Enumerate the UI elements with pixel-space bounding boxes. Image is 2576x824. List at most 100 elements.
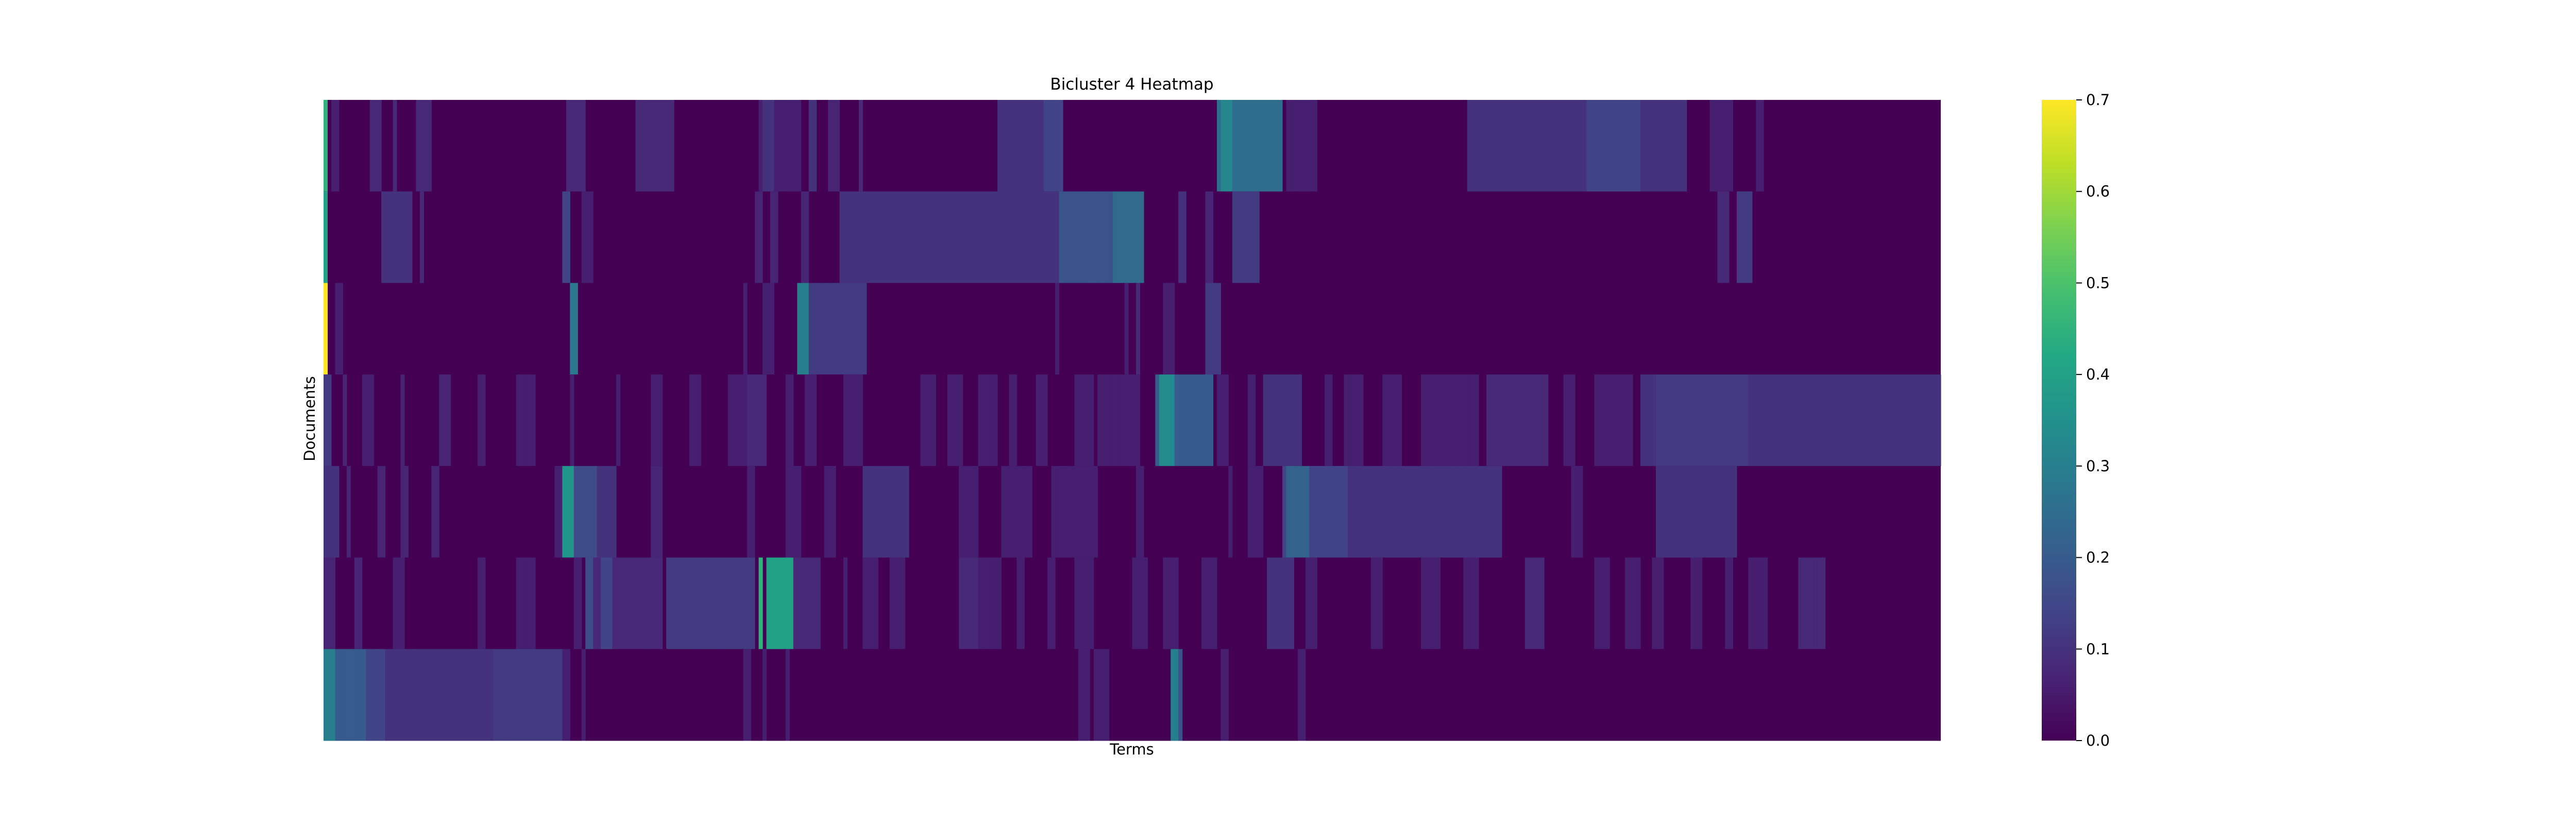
heatmap-cell xyxy=(1467,466,1471,558)
heatmap-cell xyxy=(558,649,563,741)
heatmap-cell xyxy=(1829,374,1834,467)
heatmap-cell xyxy=(1093,191,1098,283)
heatmap-cell xyxy=(962,466,967,558)
heatmap-cell xyxy=(1794,374,1799,467)
heatmap-cell xyxy=(1463,374,1468,467)
heatmap-cell xyxy=(1505,100,1510,192)
heatmap-cell xyxy=(1655,466,1660,558)
heatmap-cell xyxy=(324,466,328,558)
heatmap-cell xyxy=(1247,100,1252,192)
heatmap-cell xyxy=(520,649,524,741)
heatmap-cell xyxy=(1667,374,1672,467)
heatmap-cell xyxy=(1062,466,1067,558)
heatmap-cell xyxy=(689,557,694,649)
heatmap-cell xyxy=(1375,557,1379,649)
heatmap-cell xyxy=(1910,374,1914,467)
heatmap-cell xyxy=(832,100,836,192)
heatmap-cell xyxy=(1698,374,1703,467)
heatmap-cell xyxy=(1359,466,1364,558)
heatmap-cell xyxy=(870,557,875,649)
heatmap-cell xyxy=(974,466,979,558)
heatmap-cell xyxy=(1128,191,1133,283)
heatmap-cell xyxy=(1459,466,1464,558)
heatmap-cell xyxy=(1671,374,1675,467)
heatmap-cell xyxy=(331,649,336,741)
heatmap-cell xyxy=(1536,374,1541,467)
heatmap-cell xyxy=(1359,374,1364,467)
heatmap-cell xyxy=(412,649,416,741)
heatmap-cell xyxy=(897,466,902,558)
heatmap-cell xyxy=(635,557,640,649)
heatmap-cell xyxy=(1086,557,1090,649)
heatmap-cell xyxy=(1532,374,1537,467)
heatmap-cell xyxy=(720,557,724,649)
heatmap-cell xyxy=(1113,191,1117,283)
heatmap-cell xyxy=(573,466,578,558)
heatmap-cell xyxy=(862,466,867,558)
heatmap-cell xyxy=(1036,100,1040,192)
heatmap-cell xyxy=(1463,466,1468,558)
heatmap-cell xyxy=(824,466,828,558)
heatmap-cell xyxy=(1728,466,1734,558)
heatmap-cell xyxy=(774,557,778,649)
heatmap-cell xyxy=(1275,557,1279,649)
heatmap-cell xyxy=(1698,466,1703,558)
heatmap-cell xyxy=(762,374,767,467)
heatmap-cell xyxy=(1574,100,1580,192)
heatmap-cell xyxy=(643,100,648,192)
heatmap-cell xyxy=(1163,283,1167,375)
heatmap-cell xyxy=(1005,100,1009,192)
heatmap-cell xyxy=(1898,374,1903,467)
heatmap-cell xyxy=(1294,100,1298,192)
heatmap-cell xyxy=(1305,466,1310,558)
heatmap-cell xyxy=(1270,557,1275,649)
heatmap-cell xyxy=(866,191,871,283)
heatmap-cell xyxy=(393,557,397,649)
heatmap-cell xyxy=(1728,374,1734,467)
heatmap-cell xyxy=(585,466,590,558)
heatmap-cell xyxy=(1690,466,1695,558)
heatmap-cell xyxy=(1216,100,1221,192)
heatmap-cell xyxy=(377,100,382,192)
heatmap-cell xyxy=(389,191,394,283)
heatmap-cell xyxy=(366,374,370,467)
heatmap-cell xyxy=(743,374,748,467)
heatmap-cell xyxy=(1378,557,1383,649)
heatmap-cell xyxy=(408,191,413,283)
heatmap-cell xyxy=(1244,100,1248,192)
heatmap-cell xyxy=(1432,374,1437,467)
heatmap-cell xyxy=(493,649,497,741)
heatmap-cell xyxy=(878,191,883,283)
heatmap-cell xyxy=(1648,100,1653,192)
heatmap-cell xyxy=(862,191,867,283)
heatmap-cell xyxy=(1320,466,1325,558)
heatmap-cell xyxy=(978,557,982,649)
heatmap-cell xyxy=(578,557,582,649)
heatmap-cell xyxy=(1432,466,1437,558)
heatmap-cell xyxy=(1890,374,1895,467)
heatmap-cell xyxy=(843,191,848,283)
heatmap-cell xyxy=(381,649,386,741)
heatmap-cell xyxy=(812,374,817,467)
heatmap-cell xyxy=(1421,374,1426,467)
heatmap-cell xyxy=(1868,374,1872,467)
heatmap-cell xyxy=(1090,466,1094,558)
heatmap-cell xyxy=(385,649,389,741)
heatmap-cell xyxy=(1894,374,1899,467)
heatmap-cell xyxy=(1313,466,1317,558)
heatmap-cell xyxy=(570,100,574,192)
heatmap-cell xyxy=(1090,191,1094,283)
heatmap-cell xyxy=(419,191,424,283)
heatmap-cell xyxy=(1521,100,1526,192)
heatmap-cell xyxy=(1159,374,1163,467)
heatmap-cell xyxy=(955,191,959,283)
heatmap-cell xyxy=(732,374,736,467)
heatmap-cell xyxy=(1090,557,1094,649)
heatmap-cell xyxy=(1344,374,1348,467)
heatmap-cell xyxy=(901,466,906,558)
heatmap-cell xyxy=(928,191,933,283)
heatmap-cell xyxy=(955,374,959,467)
heatmap-cell xyxy=(1348,466,1352,558)
heatmap-cell xyxy=(1436,557,1440,649)
heatmap-cell xyxy=(735,374,740,467)
